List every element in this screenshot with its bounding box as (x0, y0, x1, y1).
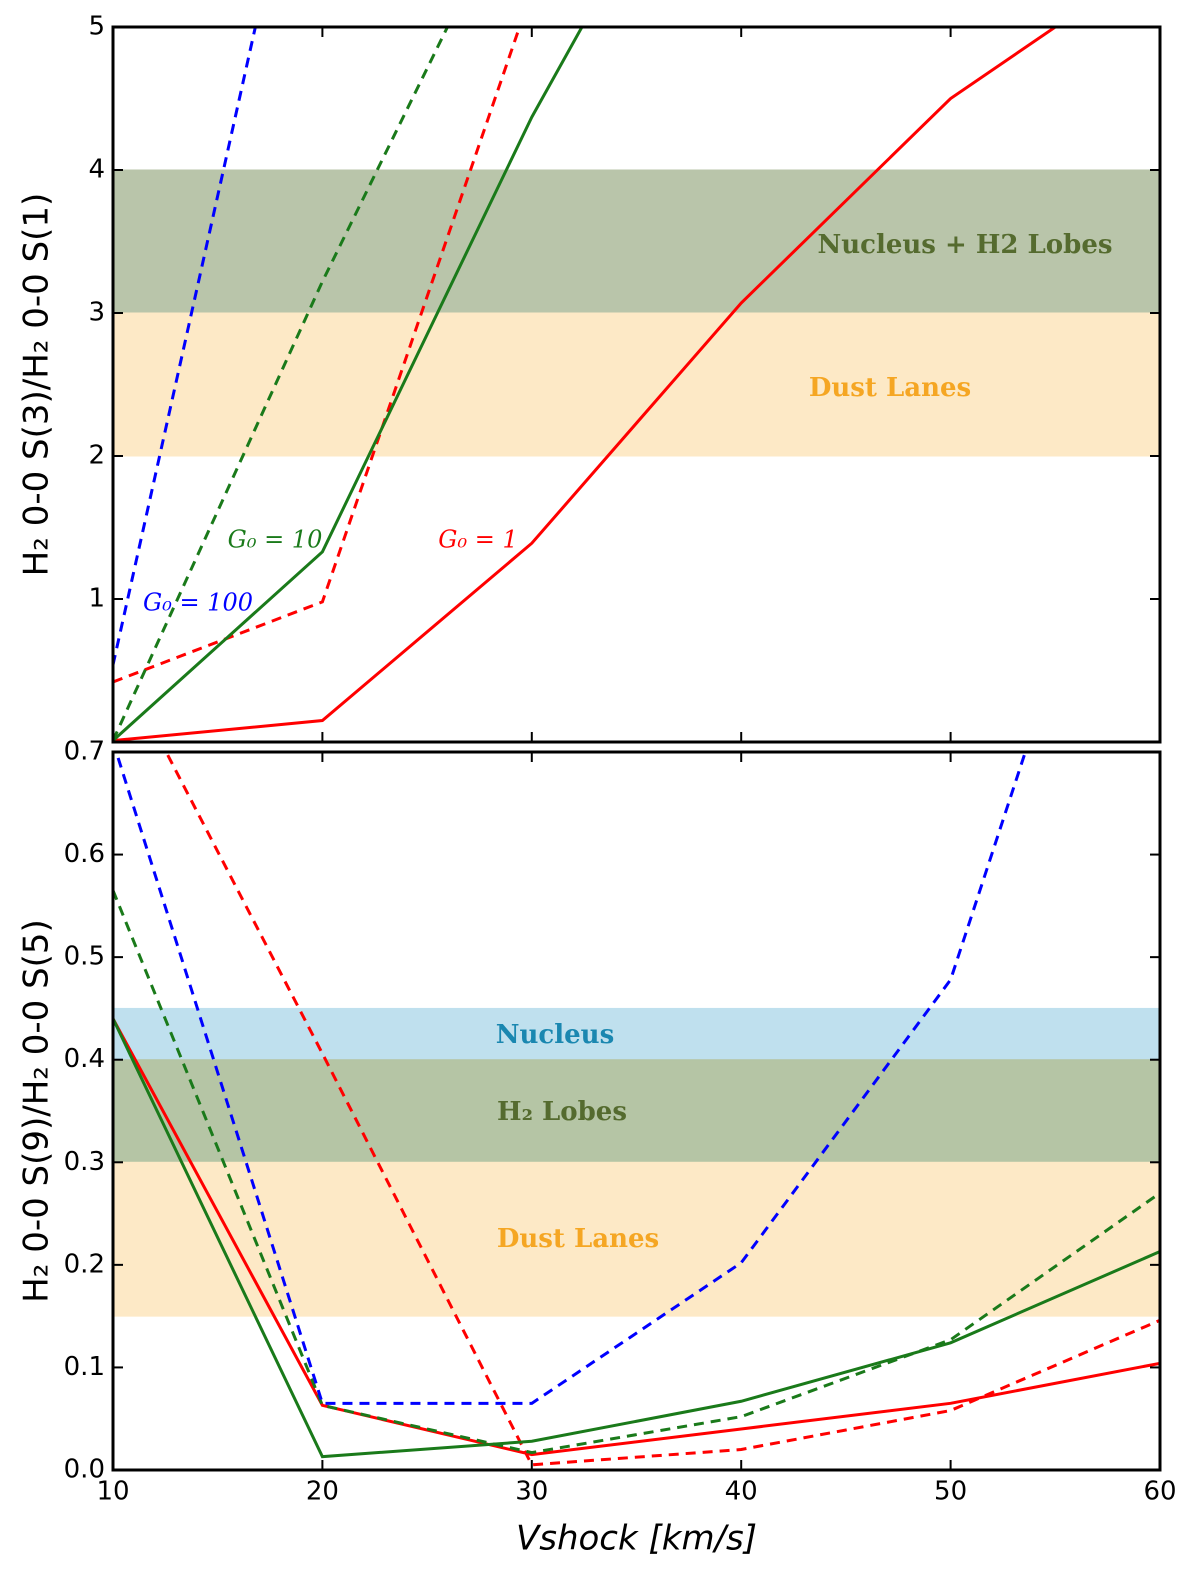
annotation: G₀ = 10 (228, 526, 323, 554)
band (113, 1059, 1160, 1163)
y-tick-label: 3 (88, 298, 105, 328)
series-line (113, 27, 257, 666)
band (113, 312, 1160, 457)
y-tick-label: 0.4 (64, 1044, 105, 1074)
x-tick-label: 30 (515, 1477, 548, 1507)
y-tick-label: 5 (88, 12, 105, 42)
y-tick-label: 0.1 (64, 1352, 105, 1382)
y-tick-label: 1 (88, 584, 105, 614)
band-label: H₂ Lobes (497, 1097, 627, 1127)
series-line (113, 889, 1160, 1455)
y-tick-label: 0.5 (64, 942, 105, 972)
x-tick-label: 20 (306, 1477, 339, 1507)
y-tick-label: 0.7 (64, 737, 105, 767)
x-tick-label: 50 (934, 1477, 967, 1507)
plot-area (113, 27, 1160, 742)
series-line (113, 1018, 1160, 1459)
x-tick-label: 40 (725, 1477, 758, 1507)
y-tick-label: 0.0 (64, 1455, 105, 1485)
y-axis-label: H₂ 0-0 S(9)/H₂ 0-0 S(5) (17, 919, 57, 1303)
x-tick-label: 60 (1143, 1477, 1176, 1507)
y-tick-label: 0.3 (64, 1147, 105, 1177)
band-label: Dust Lanes (809, 373, 971, 403)
band-label: Dust Lanes (497, 1224, 659, 1254)
series-line (164, 752, 1160, 1467)
x-axis-label: Vshock [km/s] (516, 1519, 757, 1559)
series-line (113, 27, 584, 742)
y-tick-label: 0.6 (64, 839, 105, 869)
frame (111, 25, 1162, 744)
series-line (113, 27, 522, 684)
band-label: Nucleus + H2 Lobes (817, 230, 1112, 260)
frame (111, 750, 1162, 1472)
y-axis-label: H₂ 0-0 S(3)/H₂ 0-0 S(1) (17, 193, 57, 577)
annotation: G₀ = 100 (143, 589, 253, 617)
y-tick-label: 4 (88, 155, 105, 185)
band-label: Nucleus (496, 1020, 614, 1050)
y-tick-label: 0.2 (64, 1249, 105, 1279)
series-line (113, 27, 1058, 742)
annotation: G₀ = 1 (438, 526, 517, 554)
plot-area (113, 752, 1160, 1467)
y-tick-label: 2 (88, 441, 105, 471)
band (113, 1007, 1160, 1061)
x-tick-label: 10 (96, 1477, 129, 1507)
series-line (114, 752, 1027, 1405)
band (113, 169, 1160, 314)
band (113, 1161, 1160, 1317)
